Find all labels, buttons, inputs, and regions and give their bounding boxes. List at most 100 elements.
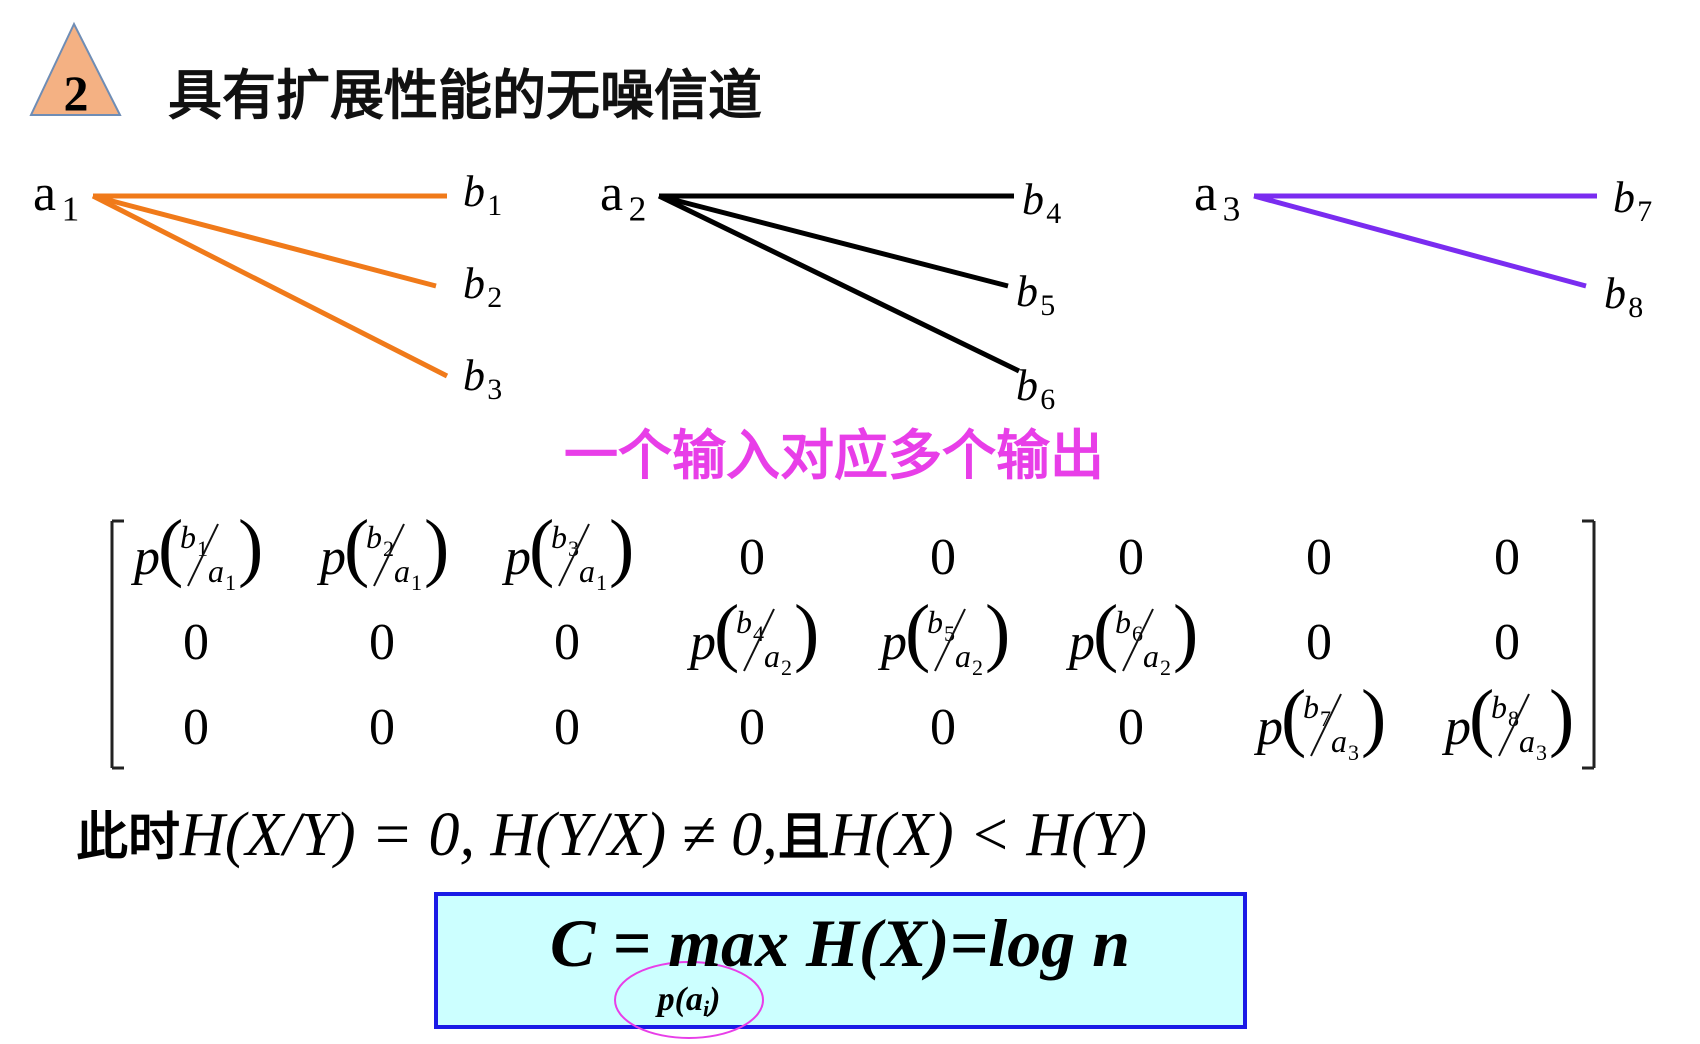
section-number: 2 [64,65,89,121]
output-label-sub: 6 [1040,383,1055,416]
formula-sub-index: i [703,996,710,1021]
output-label: b [463,259,485,308]
output-label: b [1604,269,1626,318]
matrix-zero: 0 [1118,699,1144,756]
statement-math: H(X) < H(Y) [829,801,1147,869]
prob-p: p [686,614,716,671]
input-label: a [600,165,623,222]
fraction-slash [558,523,590,587]
fraction-slash [1498,693,1530,757]
matrix-zero: 0 [183,614,209,671]
input-label-sub: 2 [629,188,647,228]
fraction-slash [743,608,775,672]
matrix-zero: 0 [554,614,580,671]
prob-den-sub: 2 [972,655,983,680]
formula-subscript: p(ai) [655,981,721,1021]
prob-den-sub: 1 [411,570,422,595]
prob-num-sub: 5 [944,621,955,646]
paren: ) [424,505,449,589]
matrix-zero: 0 [1306,614,1332,671]
output-label: b [463,167,485,216]
output-label-sub: 4 [1046,197,1061,230]
prob-p: p [1253,699,1283,756]
prob-p: p [877,614,907,671]
matrix-zero: 0 [739,529,765,586]
paren: ) [794,590,819,674]
prob-p: p [501,529,531,586]
output-label-sub: 7 [1637,195,1652,228]
highlight-ellipse [614,961,764,1039]
prob-den: a [955,638,971,674]
channel-line [91,193,449,379]
prob-den: a [764,638,780,674]
channel-line [1253,193,1587,289]
paren: ( [1469,675,1494,759]
prob-den-sub: 2 [1160,655,1171,680]
output-label-sub: 1 [487,189,502,222]
matrix-zero: 0 [369,614,395,671]
prob-num: b [736,604,752,640]
output-label: b [1613,173,1635,222]
paren: ( [158,505,183,589]
fraction-slash [1310,693,1342,757]
matrix-zero: 0 [1494,614,1520,671]
matrix-zero: 0 [1118,529,1144,586]
matrix-zero: 0 [369,699,395,756]
prob-den-sub: 3 [1348,740,1359,765]
paren: ) [609,505,634,589]
paren: ( [529,505,554,589]
matrix-zero: 0 [554,699,580,756]
output-label-sub: 3 [487,373,502,406]
paren: ) [985,590,1010,674]
prob-num: b [180,519,196,555]
statement-text: 此时 [76,808,180,868]
statement-text: 且 [778,808,830,868]
prob-num-sub: 2 [383,536,394,561]
input-label: a [1194,165,1217,222]
matrix-zero: 0 [1494,529,1520,586]
section-triangle [29,21,122,116]
output-label-sub: 8 [1628,291,1643,324]
fraction-slash [373,523,405,587]
prob-den-sub: 1 [596,570,607,595]
prob-num-sub: 7 [1320,706,1331,731]
statement: 此时H(X/Y) = 0, H(Y/X) ≠ 0,且H(X) < H(Y) [76,801,1147,869]
prob-den-sub: 3 [1536,740,1547,765]
prob-p: p [130,529,160,586]
paren: ( [1093,590,1118,674]
prob-p: p [1065,614,1095,671]
prob-den-sub: 1 [225,570,236,595]
channel-line [658,193,1009,289]
matrix-zero: 0 [930,529,956,586]
fraction-slash [187,523,219,587]
prob-num-sub: 1 [197,536,208,561]
prob-num: b [927,604,943,640]
input-label-sub: 3 [1223,188,1241,228]
output-label: b [1016,361,1038,410]
output-label-sub: 2 [487,281,502,314]
prob-num: b [1491,689,1507,725]
paren: ( [905,590,930,674]
prob-num: b [1303,689,1319,725]
diagram-caption: 一个输入对应多个输出 [564,424,1104,487]
paren: ) [1361,675,1386,759]
prob-den: a [1519,723,1535,759]
channel-line [657,193,1021,374]
prob-num-sub: 4 [753,621,764,646]
input-label-sub: 1 [62,188,80,228]
fraction-slash [934,608,966,672]
prob-den: a [1143,638,1159,674]
formula-box [434,892,1247,1029]
prob-den: a [579,553,595,589]
paren: ( [344,505,369,589]
paren: ) [1549,675,1574,759]
paren: ) [1173,590,1198,674]
prob-num: b [551,519,567,555]
matrix-zero: 0 [930,699,956,756]
channel-line [92,193,437,289]
slide-title: 具有扩展性能的无噪信道 [168,64,762,127]
formula-sub-close: ) [706,981,720,1018]
prob-num: b [1115,604,1131,640]
output-label: b [1022,175,1044,224]
